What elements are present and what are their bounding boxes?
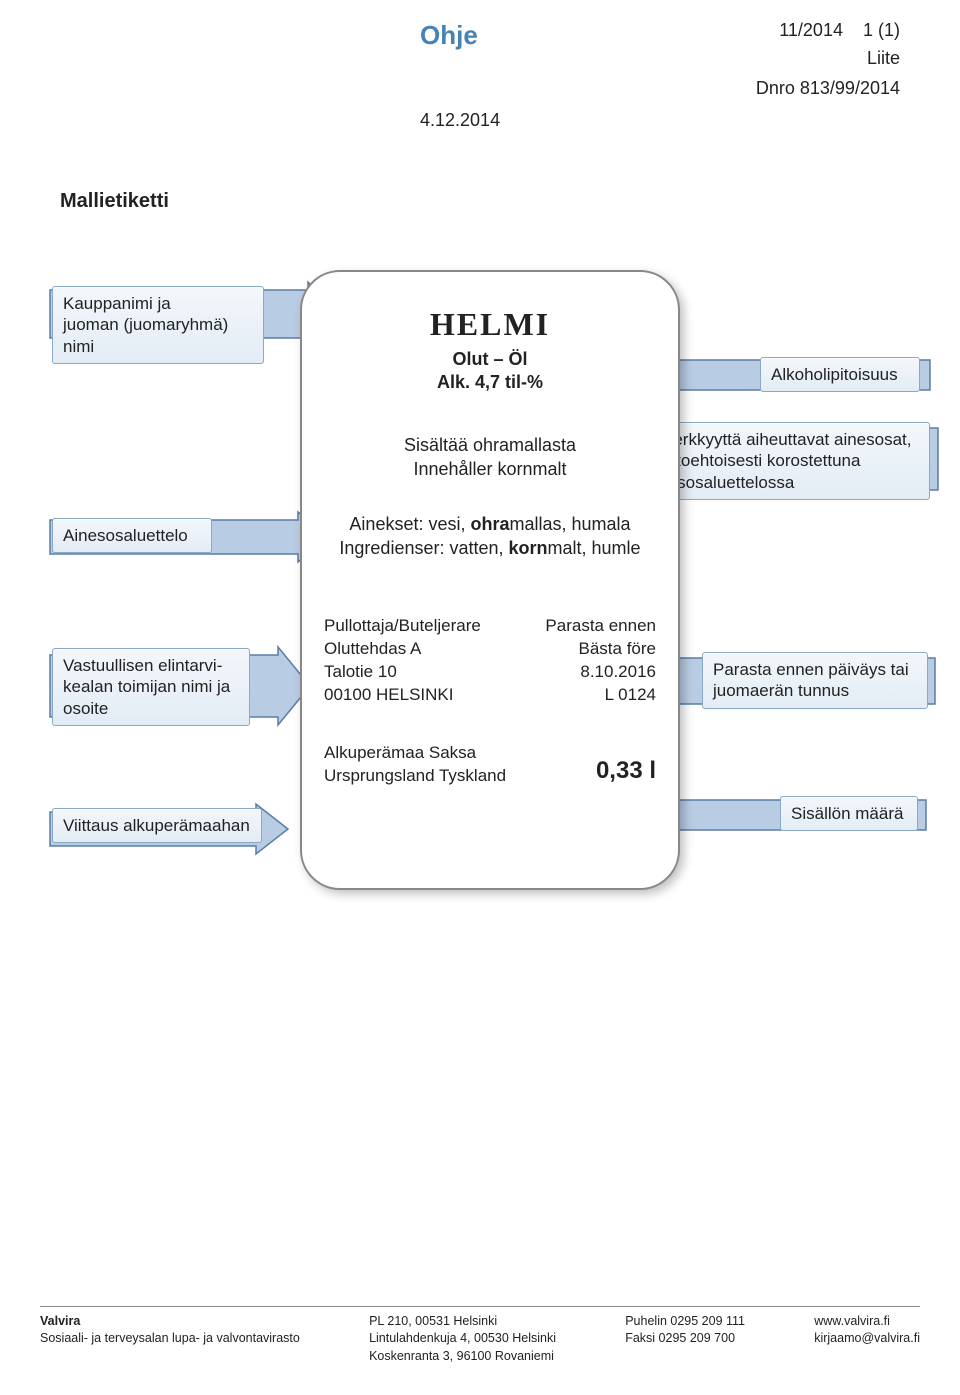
footer-col1: Valvira Sosiaali- ja terveysalan lupa- j… [40,1313,300,1366]
ingredients-fi: Ainekset: vesi, ohramallas, humala [324,512,656,536]
origin-block: Alkuperämaa Saksa Ursprungsland Tyskland… [324,742,656,788]
ingredients-block: Ainekset: vesi, ohramallas, humala Ingre… [324,512,656,561]
ingredients-sv: Ingredienser: vatten, kornmalt, humle [324,536,656,560]
page-footer: Valvira Sosiaali- ja terveysalan lupa- j… [40,1306,920,1366]
section-title: Mallietiketti [60,190,169,213]
product-label-panel: HELMI Olut – Öl Alk. 4,7 til-% Sisältää … [300,270,680,890]
origin-info: Alkuperämaa Saksa Ursprungsland Tyskland [324,742,506,788]
footer-col4: www.valvira.fikirjaamo@valvira.fi [814,1313,920,1366]
bottler-block: Pullottaja/Buteljerare Oluttehdas A Talo… [324,615,656,707]
callout-bestbefore: Parasta ennen päiväys taijuomaerän tunnu… [702,652,928,709]
volume-value: 0,33 l [596,755,656,787]
doc-title: Ohje [420,20,478,51]
alcohol-content: Alk. 4,7 til-% [324,372,656,393]
doc-liite: Liite [867,48,900,69]
product-type: Olut – Öl [324,349,656,370]
contains-fi: Sisältää ohramallasta [324,433,656,457]
footer-col2: PL 210, 00531 HelsinkiLintulahdenkuja 4,… [369,1313,556,1366]
doc-meta-top: 11/2014 1 (1) [779,20,900,41]
callout-alcohol: Alkoholipitoisuus [760,357,920,392]
contains-block: Sisältää ohramallasta Innehåller kornmal… [324,433,656,482]
bottler-info: Pullottaja/Buteljerare Oluttehdas A Talo… [324,615,481,707]
callout-ingredients: Ainesosaluettelo [52,518,212,553]
brand-name: HELMI [324,306,656,343]
bestbefore-info: Parasta ennen Bästa före 8.10.2016 L 012… [545,615,656,707]
contains-sv: Innehåller kornmalt [324,457,656,481]
callout-origin: Viittaus alkuperämaahan [52,808,262,843]
doc-dnro: Dnro 813/99/2014 [756,78,900,99]
callout-operator: Vastuullisen elintarvi-kealan toimijan n… [52,648,250,726]
footer-col3: Puhelin 0295 209 111Faksi 0295 209 700 [625,1313,745,1366]
callout-volume: Sisällön määrä [780,796,918,831]
doc-date: 4.12.2014 [420,110,500,131]
callout-trade-name: Kauppanimi jajuoman (juomaryhmä) nimi [52,286,264,364]
